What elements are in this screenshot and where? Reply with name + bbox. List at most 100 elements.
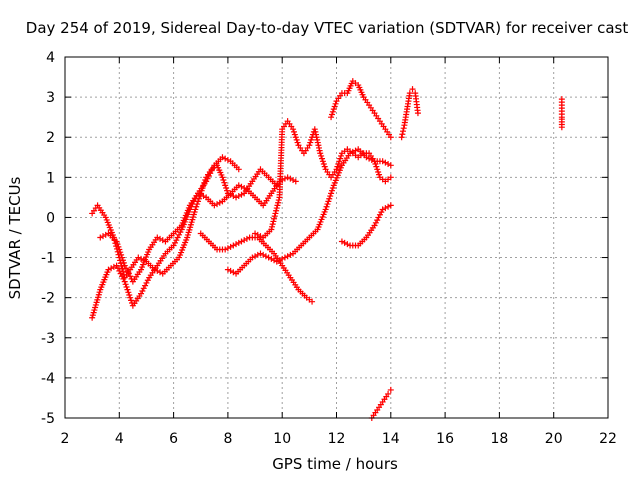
data-point [241,185,248,192]
data-point [387,202,394,209]
data-point [270,218,277,225]
data-point [334,163,341,170]
data-point [119,257,126,264]
data-point [125,289,132,296]
data-point [113,238,120,245]
data-point [123,283,130,290]
data-point [97,234,104,241]
data-point [220,177,227,184]
data-point [279,255,286,262]
data-point [209,164,216,171]
data-point [174,234,181,241]
data-point [144,277,151,284]
data-point [281,254,288,261]
data-point [235,193,242,200]
data-point [290,128,297,135]
data-point [385,390,392,397]
data-point [400,128,407,135]
data-point [173,237,180,244]
x-tick-label: 8 [223,431,232,447]
x-tick-label: 10 [273,431,291,447]
data-point [204,175,211,182]
data-point [273,205,280,212]
data-point [375,214,382,221]
data-point [312,128,319,135]
data-point [124,286,131,293]
data-point [319,158,326,165]
data-point [372,219,379,226]
data-point [306,142,313,149]
data-point [238,238,245,245]
data-point [252,253,259,260]
data-point [375,168,382,175]
data-point [293,136,300,143]
data-point [120,275,127,282]
data-point [105,266,112,273]
data-point [329,108,336,115]
data-point [292,178,299,185]
data-point [271,213,278,220]
data-point [371,222,378,229]
data-point [378,209,385,216]
data-point [254,251,261,258]
data-point [154,234,161,241]
data-point [376,211,383,218]
data-point [316,147,323,154]
data-point [138,255,145,262]
data-point [233,194,240,201]
data-point [157,235,164,242]
data-point [328,111,335,118]
data-point [252,230,259,237]
data-point [398,134,405,141]
data-point [316,144,323,151]
data-point [222,182,229,189]
data-point [274,202,281,209]
data-point [100,233,107,240]
data-point [257,233,264,240]
data-point [241,237,248,244]
data-point [235,239,242,246]
data-point [197,191,204,198]
data-point [373,163,380,170]
data-point [113,262,120,269]
data-point [400,125,407,132]
x-axis-label: GPS time / hours [272,455,398,473]
data-point [211,202,218,209]
data-point [249,254,256,261]
data-point [308,136,315,143]
data-point [338,152,345,159]
data-point [223,185,230,192]
data-point [177,229,184,236]
data-point [108,265,115,272]
data-point [116,267,123,274]
y-tick-label: -5 [41,411,55,427]
data-point [119,266,126,273]
chart-title: Day 254 of 2019, Sidereal Day-to-day VTE… [26,19,629,37]
data-point [338,238,345,245]
data-point [382,159,389,166]
data-point [235,182,242,189]
data-point [374,217,381,224]
data-point [329,185,336,192]
data-point [268,226,275,233]
data-point [121,262,128,269]
data-point [331,103,338,110]
data-points [89,78,565,421]
data-point [114,265,121,272]
data-point [385,160,392,167]
data-point [387,386,394,393]
data-point [273,258,280,265]
data-point [558,124,565,131]
grid [65,57,608,418]
x-tick-label: 6 [169,431,178,447]
data-point [414,110,421,117]
data-point [287,175,294,182]
data-point [387,174,394,181]
data-point [223,187,230,194]
data-point [110,263,117,270]
data-point [262,253,269,260]
data-point [284,253,291,260]
data-point [376,171,383,178]
data-point [176,231,183,238]
